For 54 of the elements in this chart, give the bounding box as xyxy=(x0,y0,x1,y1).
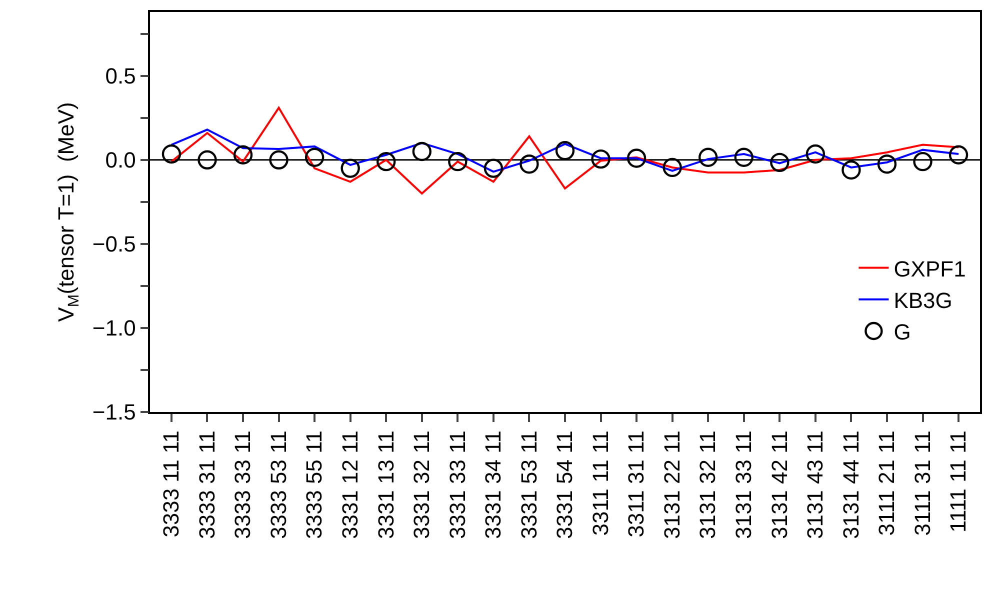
point xyxy=(198,150,217,170)
legend-label: GXPF1 xyxy=(894,256,966,282)
legend-label: G xyxy=(894,320,911,345)
x-tick-label: 3331 33 11 xyxy=(444,430,470,540)
point xyxy=(734,148,754,167)
point xyxy=(877,154,897,174)
x-tick-label: 3333 11 11 xyxy=(158,430,184,538)
point xyxy=(412,142,432,162)
x-tick-label: 3131 43 11 xyxy=(802,430,828,540)
y-tick-label: −0.5 xyxy=(92,232,136,257)
point xyxy=(842,160,861,180)
point xyxy=(162,144,182,164)
y-tick-label: −1.0 xyxy=(92,316,136,341)
point xyxy=(340,158,360,178)
point xyxy=(770,152,790,172)
x-tick-label: 3331 12 11 xyxy=(337,430,362,540)
x-tick-label: 3331 13 11 xyxy=(373,430,398,540)
x-tick-label: 3131 42 11 xyxy=(766,430,792,540)
x-tick-label: 3131 32 11 xyxy=(695,430,720,540)
point xyxy=(376,152,396,172)
x-tick-label: 3111 31 11 xyxy=(910,430,935,536)
x-tick-label: 1111 11 11 xyxy=(946,430,971,533)
x-tick-label: 3331 32 11 xyxy=(409,430,434,540)
point xyxy=(626,148,646,168)
x-tick-label: 3311 11 11 xyxy=(588,430,613,536)
y-tick-label: 0.5 xyxy=(105,64,136,89)
point xyxy=(555,141,575,160)
x-tick-label: 3311 31 11 xyxy=(624,430,649,538)
point xyxy=(913,152,932,172)
x-tick-label: 3331 34 11 xyxy=(480,430,506,540)
x-tick-label: 3131 33 11 xyxy=(731,430,756,540)
point xyxy=(269,150,288,170)
x-tick-label: 3333 33 11 xyxy=(230,430,256,540)
point xyxy=(806,144,826,164)
x-tick-label: 3333 55 11 xyxy=(302,430,327,540)
point xyxy=(233,145,253,164)
x-tick-label: 3131 22 11 xyxy=(659,430,684,540)
x-tick-label: 3333 31 11 xyxy=(194,430,220,540)
x-tick-label: 3131 44 11 xyxy=(838,430,864,540)
y-tick-label: 0.0 xyxy=(105,148,136,173)
point xyxy=(520,154,539,174)
point xyxy=(698,148,718,167)
point xyxy=(662,158,682,178)
point xyxy=(304,148,324,167)
y-tick-label: −1.5 xyxy=(92,400,136,425)
x-tick-label: 3331 53 11 xyxy=(516,430,542,540)
x-tick-label: 3331 54 11 xyxy=(552,430,578,540)
point xyxy=(484,158,504,178)
x-tick-label: 3111 21 11 xyxy=(874,430,900,536)
point xyxy=(591,149,610,169)
point xyxy=(448,152,468,172)
point xyxy=(948,145,968,164)
x-tick-label: 3333 53 11 xyxy=(266,430,291,540)
legend-label: KB3G xyxy=(894,288,952,313)
